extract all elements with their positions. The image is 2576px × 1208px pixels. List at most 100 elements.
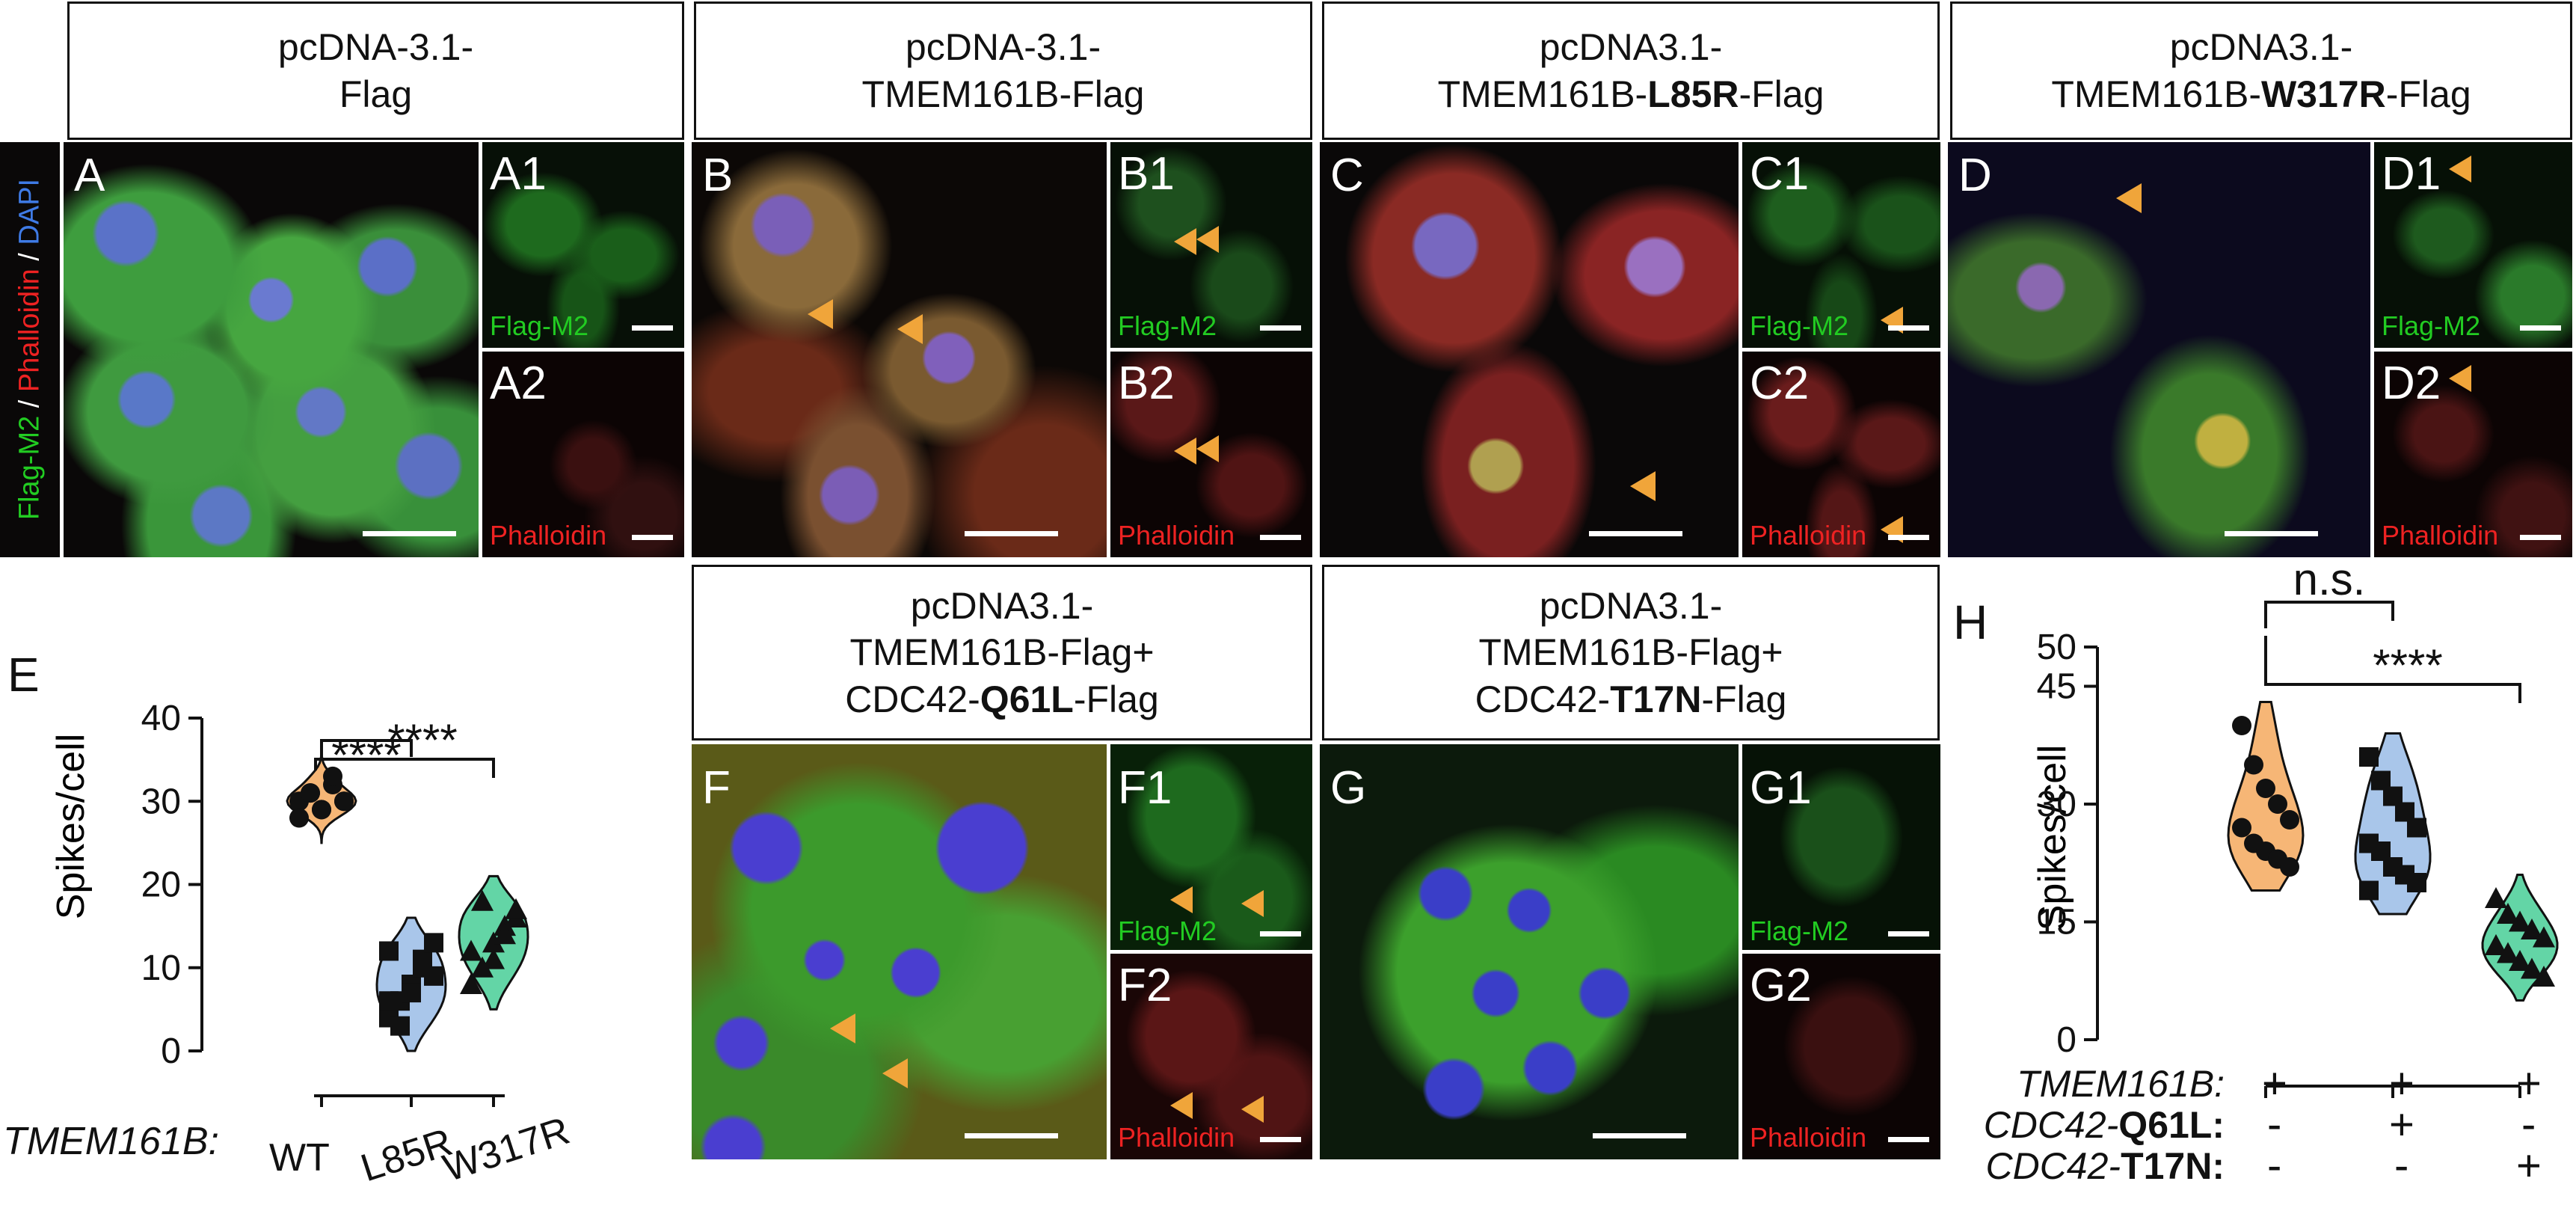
scale-bar-f1 (1260, 931, 1301, 936)
arrowhead-d-1 (2116, 183, 2142, 213)
chart-e-point-1-7 (402, 983, 421, 1003)
chart-h-row-1-label: TMEM161B: (2017, 1063, 2225, 1105)
header-g-line1: pcDNA3.1- (1539, 584, 1723, 627)
legend-sep2: / (13, 245, 46, 269)
chart-h-point-2-9 (2533, 966, 2555, 987)
scale-bar-a2 (632, 535, 673, 540)
chart-e-sig-label-1: **** (331, 730, 401, 780)
chart-e-category-0: WT (269, 1136, 330, 1180)
chart-h-point-1-9 (2407, 873, 2426, 892)
chart-e-point-1-9 (424, 933, 443, 953)
chart-e-point-0-9 (334, 791, 354, 812)
chart-h-row-2-val-1: - (2267, 1100, 2282, 1149)
header-a-line2: Flag (339, 73, 413, 115)
micrograph-d: D (1948, 142, 2370, 557)
header-f-line3: CDC42-Q61L-Flag (845, 676, 1159, 723)
scale-bar-g (1593, 1133, 1686, 1138)
legend-dapi: DAPI (13, 178, 46, 245)
header-b-line2: TMEM161B-Flag (861, 73, 1145, 115)
chart-h-point-2-2 (2509, 910, 2531, 932)
scale-bar-d2 (2520, 535, 2561, 540)
chart-h-row-1-val-2: + (2389, 1059, 2414, 1108)
scale-bar-b1 (1260, 325, 1301, 331)
chart-e-ytick-label-0: 0 (161, 1031, 181, 1071)
panel-label-g1: G1 (1750, 762, 1812, 814)
panel-label-b1: B1 (1118, 148, 1175, 200)
panel-label-f1: F1 (1118, 762, 1172, 814)
chart-h-ytick-label-0: 0 (2056, 1020, 2077, 1060)
chart-h-point-0-1 (2244, 755, 2263, 775)
scale-bar-c (1589, 531, 1682, 536)
panel-label-c: C (1330, 150, 1364, 201)
chart-h-row-1-val-1: + (2262, 1059, 2287, 1108)
scale-bar-c1 (1888, 325, 1929, 331)
chart-h-ytick-label-2: 30 (2037, 785, 2077, 824)
channel-label-c2: Phalloidin (1750, 520, 1867, 551)
chart-e-point-1-5 (379, 941, 399, 961)
legend-sep1: / (13, 392, 46, 416)
chart-h-point-0-4 (2280, 810, 2299, 830)
chart-h-point-2-4 (2533, 926, 2555, 948)
scale-bar-c2 (1888, 535, 1929, 540)
chart-e-ytick-label-1: 10 (141, 948, 181, 988)
chart-h-point-0-5 (2232, 818, 2251, 838)
chart-h-sig-bracket-1 (2264, 601, 2394, 628)
header-g-mutation: T17N (1610, 678, 1702, 720)
chart-e-point-2-0 (460, 973, 482, 994)
scale-bar-d1 (2520, 325, 2561, 331)
chart-h-ytick-label-4: 50 (2037, 628, 2077, 667)
micrograph-g1: G1 Flag-M2 (1742, 744, 1940, 950)
header-b-line1: pcDNA-3.1- (905, 26, 1101, 68)
channel-label-b2: Phalloidin (1118, 520, 1235, 551)
chart-h-row-3-val-1: - (2267, 1141, 2282, 1190)
panel-label-g: G (1330, 762, 1367, 814)
chart-e-sig-label-2: **** (387, 715, 457, 765)
micrograph-g: G (1320, 744, 1739, 1159)
header-d-line2-a: TMEM161B- (2051, 73, 2261, 115)
chart-e-point-2-8 (494, 923, 516, 945)
stain-legend: Flag-M2 / Phalloidin / DAPI (0, 142, 60, 557)
chart-e-point-2-7 (482, 948, 505, 969)
micrograph-c1: C1 Flag-M2 (1742, 142, 1940, 348)
header-f-line2: TMEM161B-Flag+ (849, 631, 1155, 674)
header-d-line2: TMEM161B-W317R-Flag (2051, 71, 2471, 118)
chart-e-point-1-6 (390, 1016, 410, 1036)
arrowhead-b2-1 (1174, 438, 1196, 465)
chart-h-sig-label-2: **** (2373, 640, 2442, 690)
chart-e-category-2: W317R (438, 1109, 575, 1191)
channel-label-f1: Flag-M2 (1118, 916, 1217, 946)
panel-label-d: D (1958, 150, 1992, 201)
chart-h-row-2-mutation: Q61L: (2118, 1104, 2225, 1146)
micrograph-c2: C2 Phalloidin (1742, 352, 1940, 557)
channel-label-g2: Phalloidin (1750, 1122, 1867, 1153)
arrowhead-f-1 (830, 1014, 855, 1043)
chart-e-point-2-5 (460, 939, 482, 961)
scale-bar-a1 (632, 325, 673, 331)
chart-e-point-0-6 (301, 783, 320, 803)
header-d-line1: pcDNA3.1- (2169, 26, 2353, 68)
chart-e-ytick-label-4: 40 (141, 699, 181, 738)
panel-label-c2: C2 (1750, 358, 1810, 409)
channel-label-g1: Flag-M2 (1750, 916, 1849, 946)
arrowhead-f2-1 (1170, 1092, 1193, 1119)
chart-e-point-1-10 (379, 991, 399, 1011)
chart-h-point-1-0 (2359, 747, 2379, 767)
panel-label-f: F (702, 762, 731, 814)
header-d-line2-b: -Flag (2385, 73, 2471, 115)
panel-label-e: E (7, 648, 40, 702)
chart-h-point-2-3 (2521, 919, 2543, 939)
panel-label-d2: D2 (2382, 358, 2441, 409)
chart-h-point-2-7 (2509, 950, 2531, 971)
chart-e-point-1-8 (413, 949, 432, 969)
arrowhead-f-2 (882, 1058, 908, 1088)
chart-h-row-2-val-2: + (2389, 1100, 2414, 1149)
chart-h-row-2-label: CDC42-Q61L: (1984, 1106, 2225, 1144)
chart-h-ytick-label-1: 15 (2037, 903, 2077, 942)
micrograph-a2: A2 Phalloidin (482, 352, 684, 557)
arrowhead-b1-1 (1174, 228, 1196, 255)
arrowhead-f1-1 (1170, 886, 1193, 913)
chart-h-point-2-6 (2497, 942, 2519, 963)
arrowhead-b2-2 (1196, 435, 1219, 462)
chart-h-sig-label-1: n.s. (2293, 554, 2366, 604)
chart-h-row-3-val-3: + (2516, 1141, 2542, 1190)
